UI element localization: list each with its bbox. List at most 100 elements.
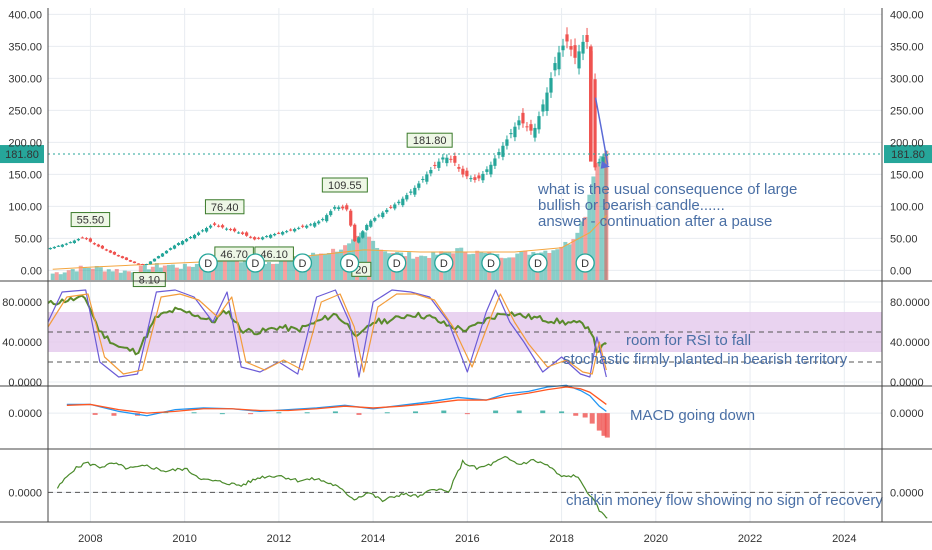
candle-body	[449, 158, 453, 160]
y-tick-label-left: 0.0000	[8, 377, 42, 389]
volume-bar	[319, 253, 324, 280]
volume-bar	[283, 258, 288, 280]
candle-body	[329, 211, 333, 216]
candle-body	[116, 255, 121, 257]
dividend-marker-label: D	[581, 258, 589, 270]
y-tick-label-right: 350.00	[890, 41, 924, 53]
candle-body	[224, 228, 229, 230]
candle-body	[541, 104, 545, 112]
candle-body	[100, 245, 105, 249]
candle-body	[417, 183, 421, 188]
candle-body	[465, 170, 469, 177]
volume-bar	[106, 269, 111, 280]
y-tick-label-left: 300.00	[8, 73, 42, 85]
macd-histogram-bar	[92, 413, 98, 415]
candle-body	[357, 237, 361, 243]
volume-bar	[551, 250, 556, 280]
y-tick-label-left: 150.00	[8, 169, 42, 181]
candle-body	[281, 232, 285, 235]
volume-bar	[451, 253, 456, 280]
y-tick-label-left: 0.0000	[8, 487, 42, 499]
y-tick-label-right: 400.00	[890, 9, 924, 21]
candle-body	[445, 157, 449, 164]
candle-body	[365, 224, 369, 231]
axes-layer: 2008 2010 2012 2014 2016 2018 2020 2022 2024 0.00…	[0, 8, 932, 545]
volume-bar	[279, 260, 284, 280]
candle-body	[152, 258, 157, 262]
macd-histogram-bar	[596, 413, 602, 431]
volume-bar	[471, 253, 476, 280]
candle-body	[561, 45, 565, 51]
macd-histogram-bar	[601, 413, 607, 436]
volume-bar	[555, 249, 560, 280]
candle-body	[321, 219, 325, 221]
price-label-text: 76.40	[211, 202, 239, 214]
candle-body	[429, 169, 433, 174]
candle-body	[80, 237, 84, 239]
candle-body	[573, 45, 577, 58]
volume-bar	[331, 248, 336, 280]
volume-bar	[311, 252, 316, 280]
macd-histogram-bar	[111, 413, 117, 416]
price-label-box	[406, 132, 453, 148]
candle-body	[505, 139, 509, 146]
volume-bar	[70, 269, 75, 280]
candle-body	[525, 126, 529, 128]
candle-body	[537, 116, 541, 130]
candle-body	[441, 157, 445, 160]
candle-body	[84, 238, 89, 240]
candle-body	[425, 174, 429, 182]
candle-body	[96, 244, 101, 247]
last-price-text-left: 181.80	[5, 149, 39, 161]
volume-bar	[359, 232, 364, 280]
macd-histogram-bar	[248, 413, 254, 415]
candle-body	[489, 164, 493, 175]
volume-bar	[411, 258, 416, 280]
macd-histogram-bar	[540, 410, 546, 414]
macd-histogram-bar	[191, 412, 197, 414]
macd-histogram-bar	[219, 413, 225, 415]
candle-body	[136, 263, 141, 265]
macd-histogram-bar	[573, 413, 579, 416]
y-tick-label-left: 40.0000	[2, 337, 42, 349]
macd-histogram-bar	[493, 410, 499, 414]
y-tick-label-right: 200.00	[890, 137, 924, 149]
volume-bar	[567, 244, 572, 280]
macd-histogram-bar	[304, 412, 310, 414]
y-tick-label-left: 0.00	[21, 265, 42, 277]
candle-body	[160, 253, 165, 257]
volume-bar	[463, 252, 468, 280]
dividend-marker-label: D	[346, 258, 354, 270]
candle-body	[140, 263, 145, 265]
crash-candle	[589, 46, 593, 162]
y-tick-label-right: 100.00	[890, 201, 924, 213]
candle-body	[533, 127, 537, 138]
x-tick-label: 2018	[549, 533, 573, 545]
candle-body	[216, 225, 221, 227]
volume-bar	[327, 253, 332, 280]
candle-body	[164, 250, 169, 254]
volume-bar	[274, 263, 279, 280]
volume-bar	[583, 216, 588, 280]
candle-body	[269, 234, 273, 238]
volume-bar	[182, 263, 187, 280]
volume-bar	[246, 262, 251, 280]
volume-bar	[266, 262, 271, 280]
candle-body	[577, 51, 581, 69]
candle-body	[513, 126, 517, 138]
volume-bar	[455, 248, 460, 280]
price-label-text: 109.55	[328, 180, 362, 192]
volume-bar	[66, 270, 71, 280]
volume-bar	[507, 257, 512, 280]
dividend-marker-label: D	[393, 258, 401, 270]
dividend-marker	[245, 253, 265, 273]
macd-histogram-bar	[276, 412, 282, 414]
volume-bar	[527, 254, 532, 280]
x-tick-label: 2024	[832, 533, 856, 545]
candle-body	[144, 264, 149, 266]
volume-bar	[78, 265, 83, 280]
volume-bar	[226, 260, 231, 280]
volume-bar	[419, 255, 424, 280]
